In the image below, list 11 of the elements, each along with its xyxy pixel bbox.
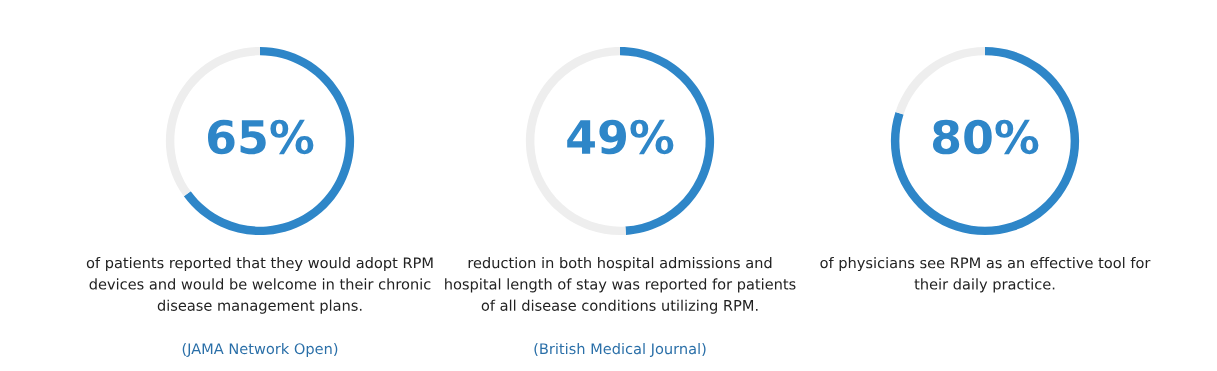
text: of patients reported that they would adopt RPM devices and would be welcome in their chronic disease management plans. <box>86 257 433 314</box>
text: of physicians see RPM as an effective tool for their daily practice. <box>820 257 1151 293</box>
donut-slice <box>183 46 355 236</box>
text: reduction in both hospital admissions and hospital length of stay was reported for patients of all disease conditions utilizing RPM. <box>445 257 796 314</box>
donut-slice <box>895 46 985 115</box>
text: (JAMA Network Open) <box>182 342 338 358</box>
donut-slice <box>890 46 1080 236</box>
text: (British Medical Journal) <box>534 342 706 357</box>
data-label: 80% <box>932 119 1039 155</box>
data-label: 65% <box>207 119 314 155</box>
data-label: 49% <box>567 119 674 155</box>
